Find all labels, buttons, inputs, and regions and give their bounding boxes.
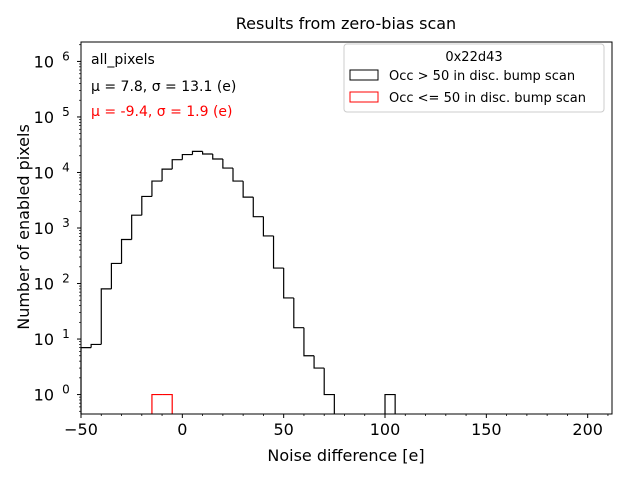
x-tick-label: 200 <box>572 420 603 439</box>
histogram-bin <box>283 268 294 299</box>
legend-frame <box>343 43 605 113</box>
y-tick-label: 10 <box>34 330 54 349</box>
y-tick-label: 10 <box>34 275 54 294</box>
series-0 <box>80 150 396 414</box>
histogram-bin <box>272 235 284 269</box>
histogram-bin <box>222 158 234 169</box>
y-tick-exponent: 0 <box>62 383 70 397</box>
chart-title: Results from zero-bias scan <box>236 14 456 33</box>
y-tick-label: 10 <box>34 52 54 71</box>
histogram-bin <box>162 393 173 414</box>
histogram-bin <box>232 168 244 182</box>
legend-title: 0x22d43 <box>445 50 502 65</box>
legend-swatch-black <box>349 69 379 81</box>
y-tick-exponent: 2 <box>62 272 70 286</box>
histogram-bin <box>80 347 92 414</box>
histogram-bin <box>202 151 213 155</box>
x-tick-label: 50 <box>273 420 293 439</box>
y-tick-label: 10 <box>34 219 54 238</box>
y-tick-label: 10 <box>34 108 54 127</box>
histogram-bin <box>151 180 163 197</box>
histogram-bin <box>252 197 264 218</box>
stats-red: μ = -9.4, σ = 1.9 (e) <box>91 104 233 120</box>
x-tick-label: 150 <box>471 420 502 439</box>
legend: 0x22d43 Occ > 50 in disc. bump scan Occ … <box>343 43 605 113</box>
histogram-bin <box>161 168 173 182</box>
histogram-bin <box>181 153 193 160</box>
legend-label-black: Occ > 50 in disc. bump scan <box>389 69 575 84</box>
y-tick-label: 10 <box>34 163 54 182</box>
legend-swatch-red <box>349 91 379 103</box>
histogram-bin <box>141 195 152 216</box>
y-tick-label: 10 <box>34 386 54 405</box>
y-tick-exponent: 3 <box>62 216 70 230</box>
histogram-bin <box>191 150 203 155</box>
y-tick-exponent: 6 <box>62 49 70 63</box>
y-tick-exponent: 5 <box>62 105 70 119</box>
histogram-bin <box>262 216 274 237</box>
legend-label-red: Occ <= 50 in disc. bump scan <box>389 91 586 106</box>
y-tick-exponent: 1 <box>62 327 70 341</box>
histogram-bin <box>212 154 223 160</box>
plot-area <box>80 150 396 414</box>
histogram-bin <box>131 214 142 240</box>
histogram-bin <box>120 238 132 264</box>
histogram-bin <box>293 297 304 329</box>
histogram-bin <box>90 343 102 348</box>
histogram-bin <box>151 393 163 414</box>
dataset-label: all_pixels <box>91 52 155 68</box>
histogram-bin <box>110 262 122 289</box>
x-tick-label: −50 <box>64 420 98 439</box>
histogram-bin <box>384 393 396 414</box>
y-axis-label: Number of enabled pixels <box>14 124 33 330</box>
x-tick-label: 0 <box>177 420 187 439</box>
histogram-bin <box>323 368 335 414</box>
histogram-bin <box>303 327 315 357</box>
histogram-bin <box>242 181 254 198</box>
y-tick-exponent: 4 <box>62 160 70 174</box>
x-tick-label: 100 <box>370 420 401 439</box>
x-axis-label: Noise difference [e] <box>267 446 424 465</box>
stats-black: μ = 7.8, σ = 13.1 (e) <box>91 79 236 95</box>
histogram-bin <box>100 288 112 345</box>
series-1 <box>151 393 173 414</box>
histogram-bin <box>171 159 183 170</box>
histogram-bin <box>313 355 325 369</box>
